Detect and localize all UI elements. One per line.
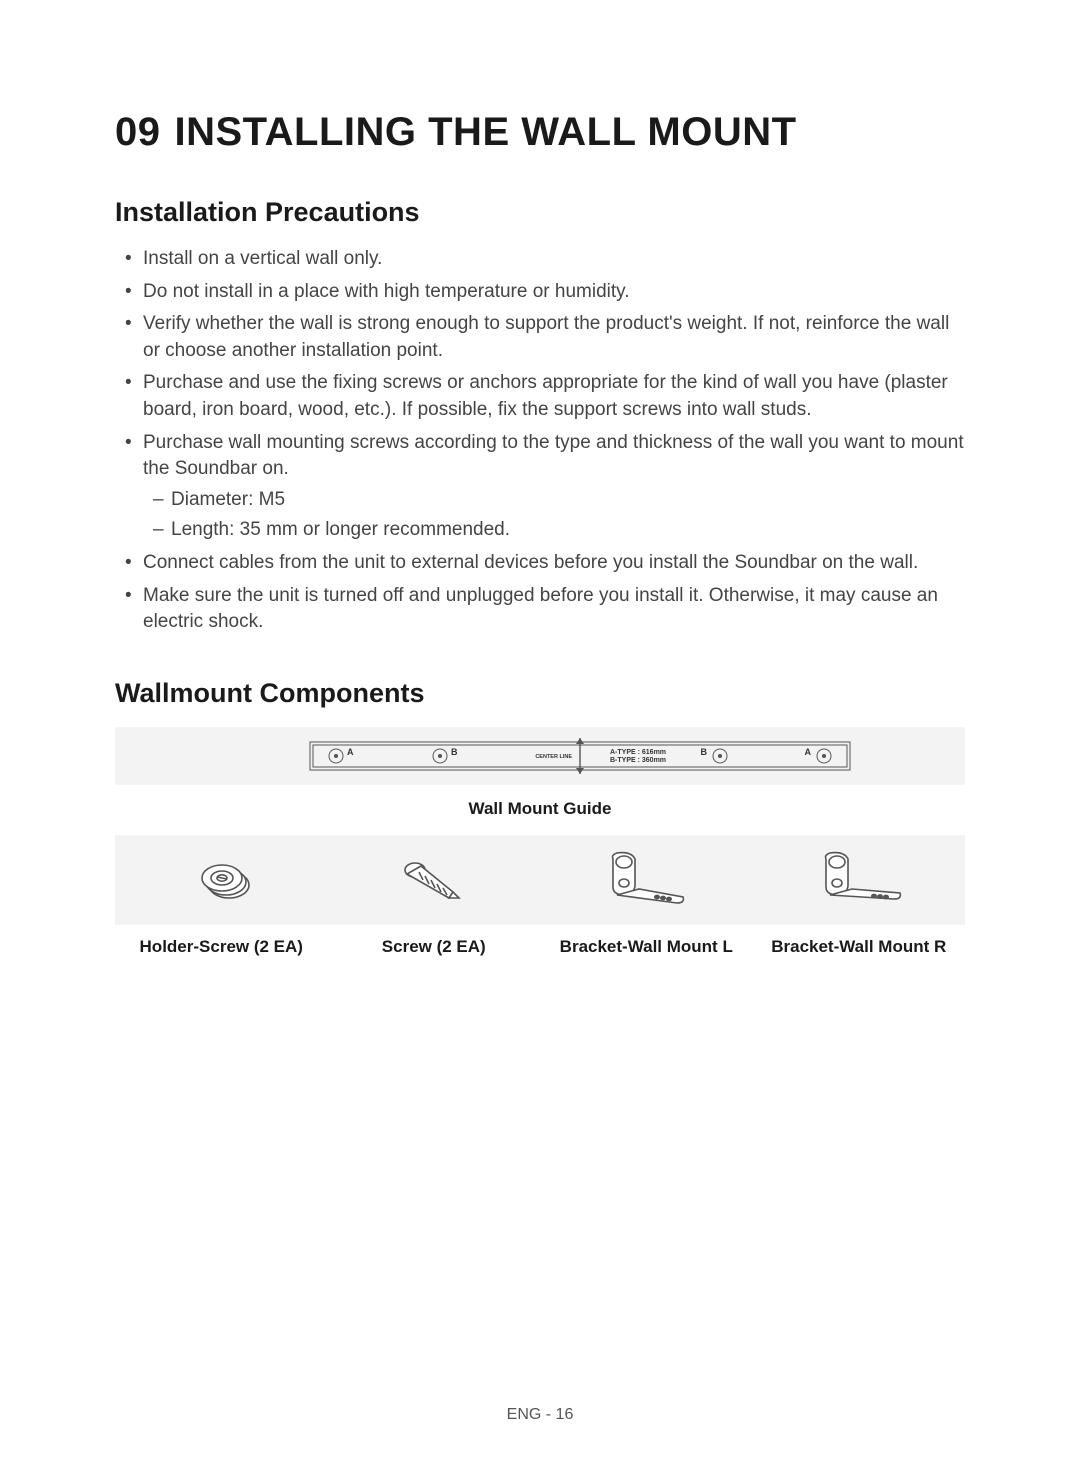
- wall-mount-guide-cell: A B B A CENTER LINE A-TYPE : 616mm B-TYP…: [115, 727, 965, 785]
- bracket-r-icon: [804, 845, 914, 915]
- precaution-item: Install on a vertical wall only.: [115, 246, 965, 273]
- chapter-number: 09: [115, 110, 161, 154]
- chapter-title: 09 INSTALLING THE WALL MOUNT: [115, 110, 965, 155]
- component-label: Screw (2 EA): [328, 925, 541, 957]
- precautions-heading: Installation Precautions: [115, 197, 965, 228]
- precaution-subitem: Length: 35 mm or longer recommended.: [143, 517, 965, 544]
- svg-text:B: B: [451, 747, 458, 757]
- precaution-sublist: Diameter: M5 Length: 35 mm or longer rec…: [143, 487, 965, 544]
- holder-screw-icon: [186, 850, 256, 910]
- component-label: Holder-Screw (2 EA): [115, 925, 328, 957]
- precautions-list: Install on a vertical wall only. Do not …: [115, 246, 965, 636]
- component-cell: [115, 835, 328, 925]
- components-table: A B B A CENTER LINE A-TYPE : 616mm B-TYP…: [115, 727, 965, 957]
- precaution-item: Connect cables from the unit to external…: [115, 550, 965, 577]
- component-label: Bracket-Wall Mount R: [753, 925, 966, 957]
- precaution-item: Do not install in a place with high temp…: [115, 279, 965, 306]
- components-heading: Wallmount Components: [115, 678, 965, 709]
- precaution-item: Verify whether the wall is strong enough…: [115, 311, 965, 364]
- precaution-item: Make sure the unit is turned off and unp…: [115, 583, 965, 636]
- svg-text:B-TYPE : 360mm: B-TYPE : 360mm: [610, 757, 666, 764]
- screw-icon: [389, 850, 479, 910]
- page-footer: ENG - 16: [0, 1406, 1080, 1424]
- wall-mount-guide-label: Wall Mount Guide: [115, 785, 965, 835]
- chapter-title-text: INSTALLING THE WALL MOUNT: [175, 110, 797, 154]
- precaution-item: Purchase and use the fixing screws or an…: [115, 370, 965, 423]
- wall-mount-guide-icon: A B B A CENTER LINE A-TYPE : 616mm B-TYP…: [220, 736, 860, 776]
- svg-text:A: A: [805, 747, 812, 757]
- precaution-item: Purchase wall mounting screws according …: [115, 430, 965, 544]
- precaution-subitem: Diameter: M5: [143, 487, 965, 514]
- component-label: Bracket-Wall Mount L: [540, 925, 753, 957]
- svg-text:CENTER LINE: CENTER LINE: [535, 754, 572, 760]
- component-cell: [328, 835, 541, 925]
- component-cell: [540, 835, 753, 925]
- svg-text:A-TYPE : 616mm: A-TYPE : 616mm: [610, 749, 666, 756]
- svg-text:B: B: [701, 747, 708, 757]
- svg-text:A: A: [347, 747, 354, 757]
- component-cell: [753, 835, 966, 925]
- bracket-l-icon: [591, 845, 701, 915]
